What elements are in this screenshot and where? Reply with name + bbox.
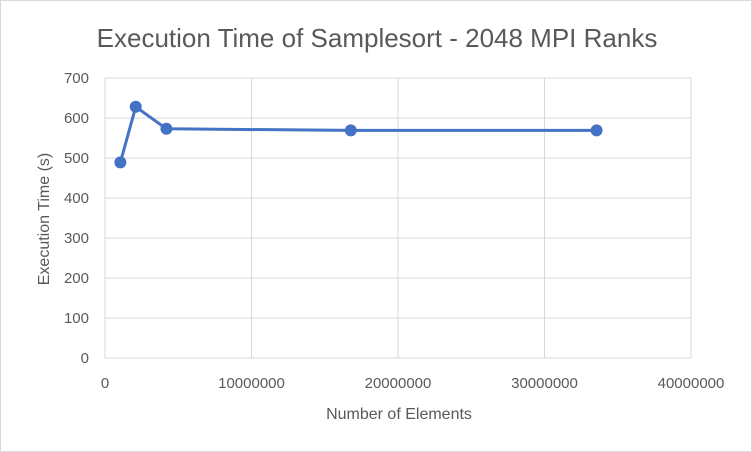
x-tick-label: 30000000 [511,375,578,392]
y-tick-label: 500 [64,150,89,167]
x-tick-label: 10000000 [218,375,285,392]
data-point [590,124,603,137]
y-axis-label: Execution Time (s) [36,153,53,285]
data-series [114,100,603,169]
y-tick-label: 700 [64,70,89,87]
chart-title: Execution Time of Samplesort - 2048 MPI … [97,23,658,53]
data-point [129,100,142,113]
y-tick-label: 100 [64,310,89,327]
x-tick-label: 20000000 [365,375,432,392]
y-tick-label: 600 [64,110,89,127]
gridlines [105,77,692,358]
data-point [344,124,357,137]
y-tick-label: 0 [81,350,89,367]
x-tick-label: 40000000 [658,375,725,392]
y-tick-label: 300 [64,230,89,247]
y-tick-label: 400 [64,190,89,207]
axes: 0 100 200 300 400 500 600 700 0 10000000 20000000 3… [64,70,724,392]
x-axis-label: Number of Elements [326,406,472,423]
data-point [114,156,127,169]
y-tick-label: 200 [64,270,89,287]
data-point [160,122,173,135]
x-tick-label: 0 [101,375,109,392]
series-line [118,105,599,164]
